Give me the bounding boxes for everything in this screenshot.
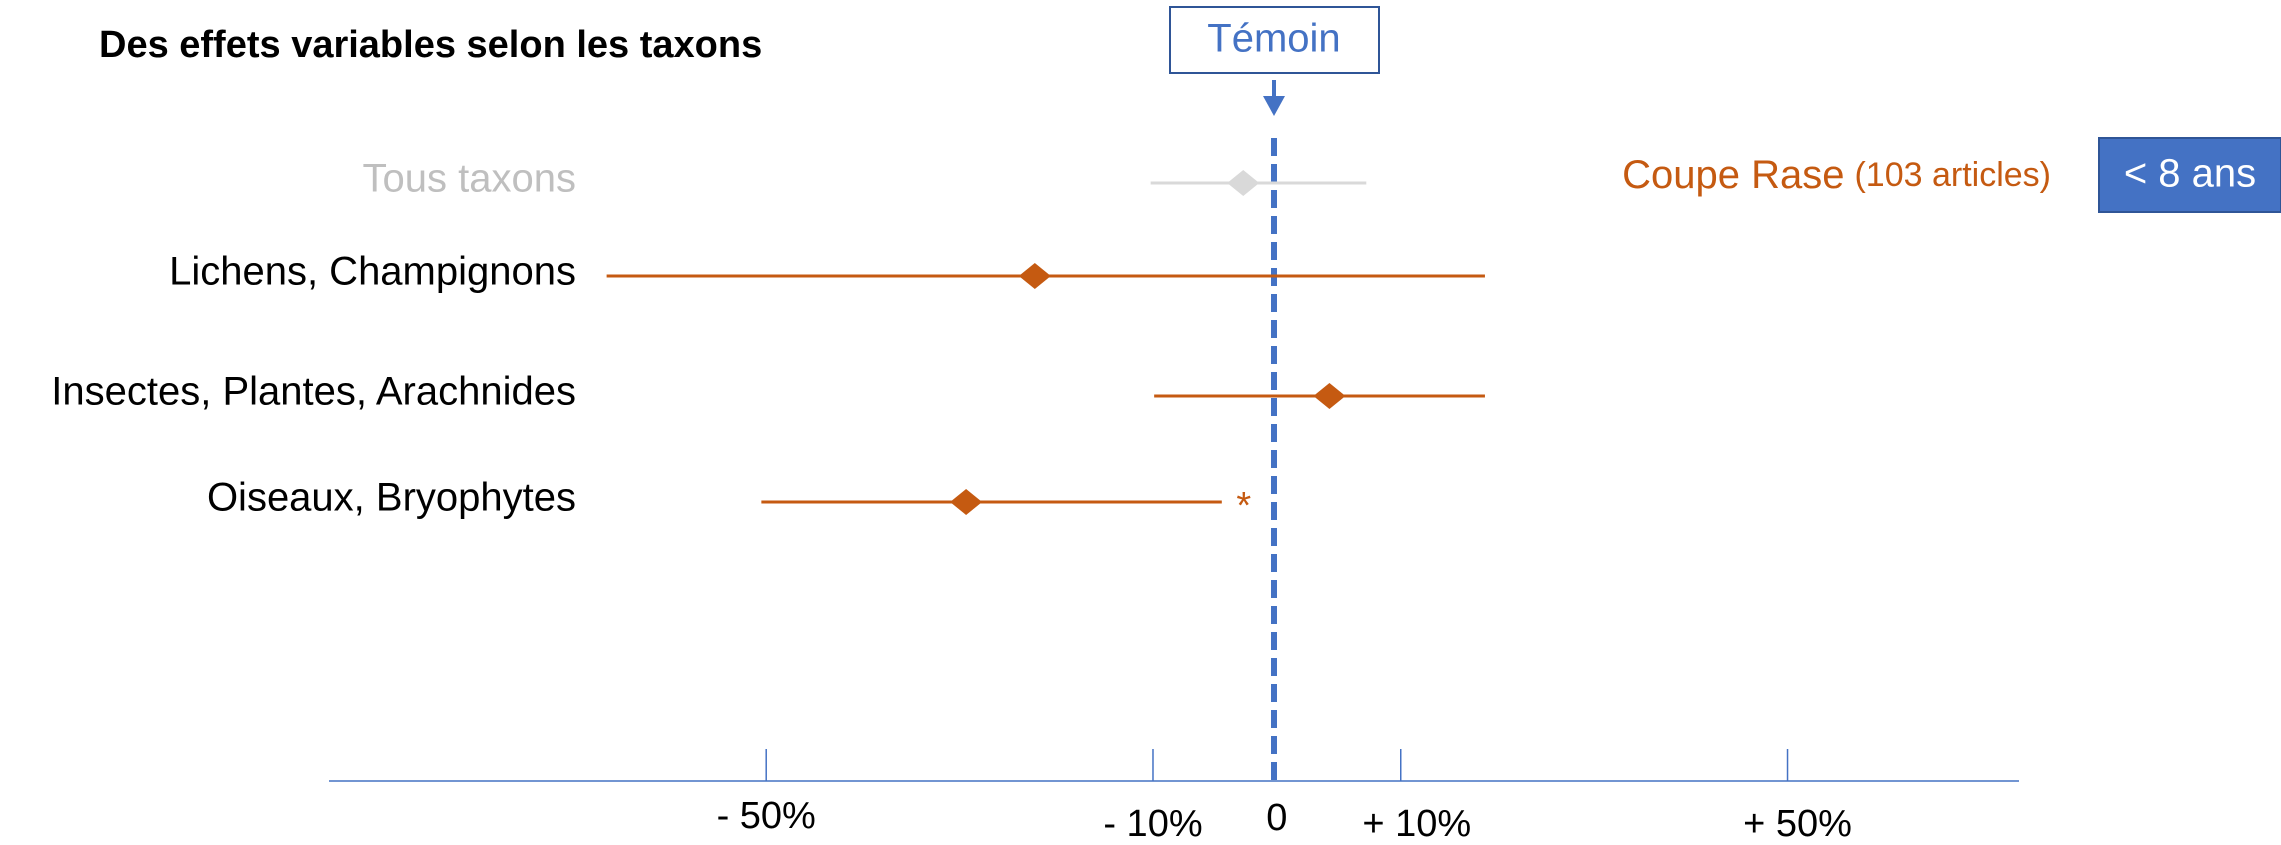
x-tick-label: + 50% bbox=[1743, 803, 1852, 845]
period-label: < 8 ans bbox=[2124, 152, 2256, 196]
x-tick-label: - 50% bbox=[717, 795, 816, 837]
estimate-diamond bbox=[1313, 383, 1346, 409]
estimate-diamond bbox=[1018, 263, 1051, 289]
x-tick-label: - 10% bbox=[1103, 803, 1202, 845]
row-label: Tous taxons bbox=[363, 157, 576, 201]
x-tick-label: 0 bbox=[1266, 797, 1287, 839]
chart-title: Des effets variables selon les taxons bbox=[99, 24, 762, 66]
reference-arrow bbox=[1263, 96, 1285, 116]
group-label: Coupe Rase (103 articles) bbox=[1622, 153, 2051, 197]
reference-box bbox=[1169, 6, 1380, 74]
group-note: (103 articles) bbox=[1854, 156, 2051, 194]
significance-note: * bbox=[1236, 485, 1251, 527]
reference-label: Témoin bbox=[1207, 17, 1340, 61]
estimate-diamond bbox=[950, 489, 983, 515]
group-name: Coupe Rase bbox=[1622, 153, 1844, 197]
row-label: Lichens, Champignons bbox=[169, 250, 576, 294]
row-label: Oiseaux, Bryophytes bbox=[207, 476, 576, 520]
x-tick-label: + 10% bbox=[1362, 803, 1471, 845]
period-box bbox=[2098, 137, 2281, 213]
estimate-diamond bbox=[1227, 170, 1260, 196]
row-label: Insectes, Plantes, Arachnides bbox=[51, 370, 576, 414]
